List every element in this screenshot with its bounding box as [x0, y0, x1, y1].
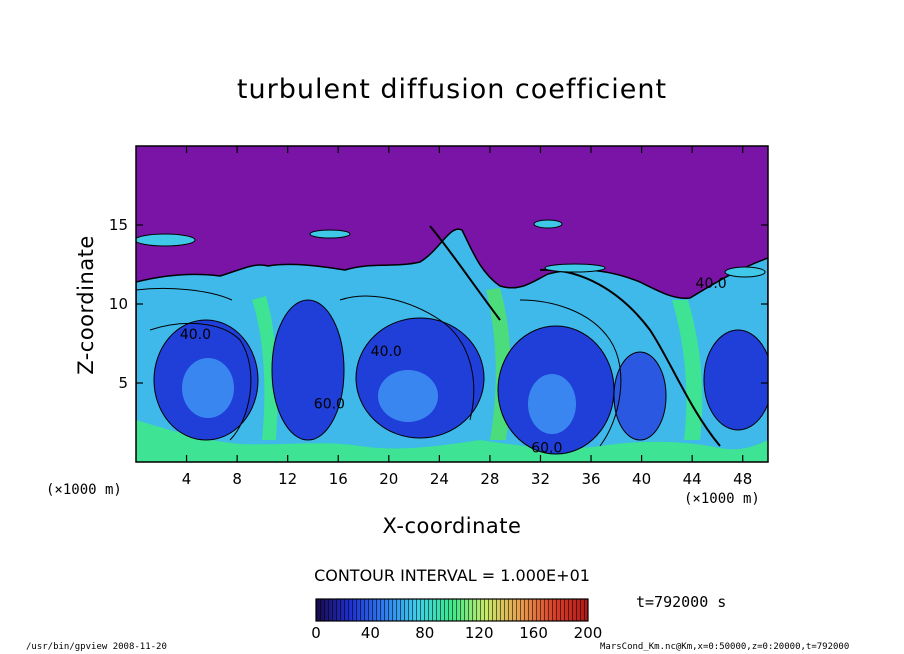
contour-label: 40.0 [180, 327, 211, 343]
contour-interval-label: CONTOUR INTERVAL = 1.000E+01 [314, 566, 590, 585]
eddy-3-core [378, 370, 438, 422]
contour-label: 60.0 [314, 396, 345, 412]
colorbar-frame [315, 598, 589, 622]
eddy-4-core [528, 374, 576, 434]
y-tick-label: 15 [109, 216, 128, 234]
contour-line-1 [149, 322, 252, 441]
x-tick-label: 4 [182, 470, 192, 488]
colorbar-tick-label: 40 [361, 624, 380, 642]
speck-4 [544, 263, 606, 273]
colorbar-bands [316, 599, 588, 621]
colorbar-tick-label: 0 [311, 624, 321, 642]
x-tick-label: 48 [733, 470, 752, 488]
y-tick-label: 10 [109, 295, 128, 313]
contour-line-4 [539, 268, 721, 447]
y-tick-label: 5 [118, 374, 128, 392]
contour-line-5 [429, 225, 501, 321]
x-tick-label: 28 [480, 470, 499, 488]
updraft-streak-1 [252, 296, 278, 440]
x-tick-label: 40 [632, 470, 651, 488]
x-tick-label: 32 [531, 470, 550, 488]
chart-title: turbulent diffusion coefficient [236, 74, 668, 105]
x-tick-label: 36 [581, 470, 600, 488]
x-tick-label: 24 [430, 470, 449, 488]
speck-2 [309, 229, 351, 239]
colorbar-tick-label: 160 [519, 624, 548, 642]
contour-label: 40.0 [696, 276, 727, 292]
footer-command: /usr/bin/gpview 2008-11-20 [26, 642, 167, 652]
colorbar-tick-label: 80 [415, 624, 434, 642]
x-axis-unit-right: (×1000 m) [684, 491, 760, 507]
diffusion-field: 40.0 40.0 60.0 60.0 40.0 [136, 146, 768, 462]
contour-label: 40.0 [371, 344, 402, 360]
contour-line-2 [339, 295, 475, 421]
x-axis-unit-left: (×1000 m) [46, 482, 122, 498]
colorbar: 0 40 80 120 160 200 [311, 598, 603, 642]
x-tick-label: 20 [379, 470, 398, 488]
contour-line-6 [136, 288, 233, 301]
colorbar-tick-label: 120 [465, 624, 494, 642]
eddy-5 [613, 351, 667, 441]
x-tick-label: 44 [683, 470, 702, 488]
speck-3 [533, 219, 563, 229]
speck-5 [724, 266, 766, 278]
x-tick-label: 16 [329, 470, 348, 488]
updraft-streak-3 [672, 300, 703, 440]
colorbar-tick-label: 200 [574, 624, 603, 642]
contour-line-3 [519, 299, 622, 447]
eddy-1-core [182, 358, 234, 418]
green-ground-band [136, 420, 768, 462]
contour-label: 60.0 [531, 441, 562, 457]
speck-1 [136, 233, 196, 247]
time-label: t=792000 s [636, 593, 727, 611]
x-tick-label: 12 [278, 470, 297, 488]
x-axis-label: X-coordinate [382, 514, 522, 538]
eddy-2 [271, 299, 345, 441]
eddy-6 [703, 329, 768, 431]
x-tick-label: 8 [232, 470, 242, 488]
footer-source: MarsCond_Km.nc@Km,x=0:50000,z=0:20000,t=… [600, 642, 850, 652]
